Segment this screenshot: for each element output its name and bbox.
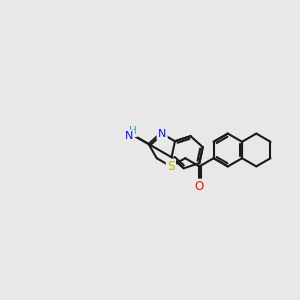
Text: N: N [158, 129, 166, 140]
Text: O: O [195, 180, 204, 193]
Text: S: S [167, 160, 175, 173]
Text: H: H [129, 126, 137, 136]
Text: N: N [125, 131, 134, 141]
